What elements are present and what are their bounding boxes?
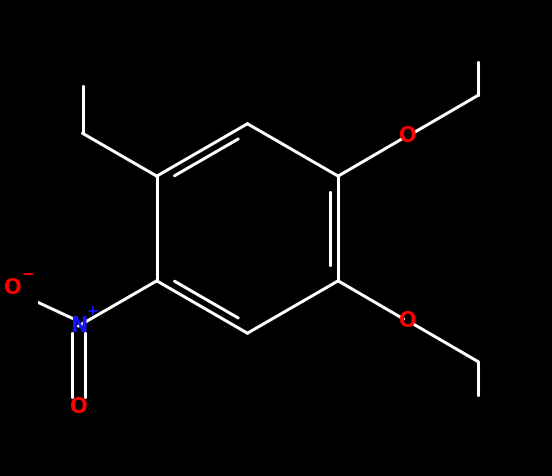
Text: O: O [400, 126, 417, 146]
Text: O: O [4, 278, 22, 298]
Text: O: O [400, 311, 417, 331]
Text: +: + [87, 304, 98, 318]
Text: O: O [70, 397, 87, 417]
Text: −: − [22, 267, 34, 282]
Text: N: N [70, 316, 87, 336]
